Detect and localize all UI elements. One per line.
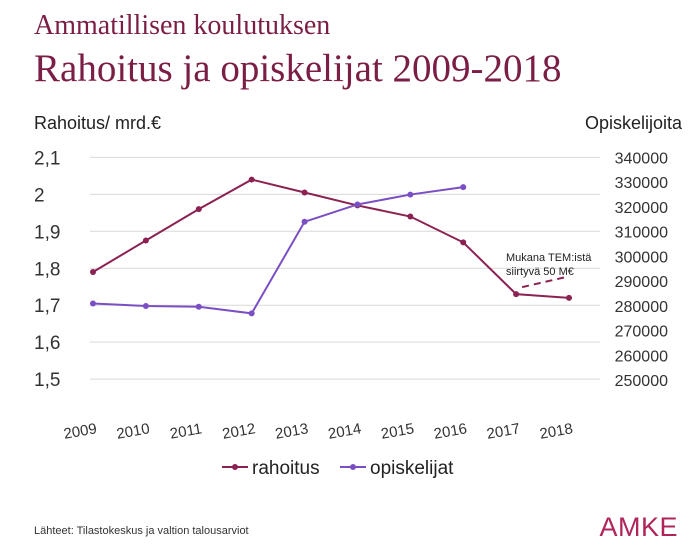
left-tick-label: 1,8 <box>34 259 60 280</box>
x-tick-label: 2011 <box>169 420 204 442</box>
right-tick-label: 310000 <box>615 225 668 242</box>
rahoitus-point <box>90 268 96 275</box>
right-tick-label: 330000 <box>615 175 668 192</box>
rahoitus-line <box>92 178 570 299</box>
x-tick-label: 2015 <box>380 420 416 443</box>
opiskelijat-point <box>195 303 202 310</box>
rahoitus-point <box>248 176 255 183</box>
x-tick-label: 2014 <box>327 420 363 443</box>
right-tick-label: 320000 <box>615 200 668 217</box>
right-tick-label: 250000 <box>615 373 668 390</box>
rahoitus-point <box>301 189 308 196</box>
left-tick-label: 1,9 <box>34 222 60 243</box>
left-tick-label: 1,5 <box>34 370 60 391</box>
legend-marker-rahoitus <box>232 464 238 470</box>
right-tick-label: 290000 <box>615 274 668 291</box>
x-tick-label: 2012 <box>221 420 257 443</box>
opiskelijat-point <box>460 184 467 191</box>
right-tick-label: 300000 <box>615 249 668 266</box>
opiskelijat-point <box>248 310 255 317</box>
right-axis-title: Opiskelijoita <box>584 113 682 133</box>
projection-annotation: Mukana TEM:istä <box>506 252 592 264</box>
x-tick-label: 2017 <box>485 420 521 443</box>
left-tick-label: 1,7 <box>34 296 60 317</box>
chart-supertitle: Ammatillisen koulutuksen <box>34 10 331 41</box>
opiskelijat-point <box>354 201 361 208</box>
legend-marker-opiskelijat <box>350 464 356 470</box>
projection-annotation: siirtyvä 50 M€ <box>506 266 574 278</box>
right-tick-label: 280000 <box>615 299 668 316</box>
opiskelijat-point <box>407 191 414 198</box>
x-tick-label: 2016 <box>433 420 469 443</box>
x-tick-label: 2009 <box>62 420 98 443</box>
left-axis-title: Rahoitus/ mrd.€ <box>34 113 162 133</box>
left-tick-label: 2 <box>34 185 45 206</box>
legend-label-opiskelijat: opiskelijat <box>370 458 454 479</box>
rahoitus-point <box>407 213 414 220</box>
source-note: Lähteet: Tilastokeskus ja valtion talous… <box>34 525 249 537</box>
opiskelijat-point <box>142 302 149 309</box>
right-tick-label: 260000 <box>615 348 668 365</box>
left-tick-label: 1,6 <box>34 333 60 354</box>
rahoitus-point <box>513 291 520 298</box>
chart-title: Rahoitus ja opiskelijat 2009-2018 <box>34 47 562 90</box>
rahoitus-point <box>142 237 149 244</box>
opiskelijat-point <box>90 300 96 307</box>
x-tick-label: 2010 <box>115 420 151 443</box>
opiskelijat-point <box>301 218 308 225</box>
x-tick-label: 2018 <box>538 420 574 443</box>
right-tick-label: 340000 <box>615 150 668 167</box>
amke-logo: AMKE <box>599 512 678 542</box>
right-tick-label: 270000 <box>615 324 668 341</box>
opiskelijat-line <box>92 186 464 315</box>
projection-dashed-line <box>521 275 570 289</box>
rahoitus-point <box>195 206 202 213</box>
rahoitus-point <box>460 239 467 246</box>
legend-label-rahoitus: rahoitus <box>252 458 320 479</box>
rahoitus-point <box>566 294 572 301</box>
x-tick-label: 2013 <box>274 420 310 443</box>
left-tick-label: 2,1 <box>34 148 60 169</box>
